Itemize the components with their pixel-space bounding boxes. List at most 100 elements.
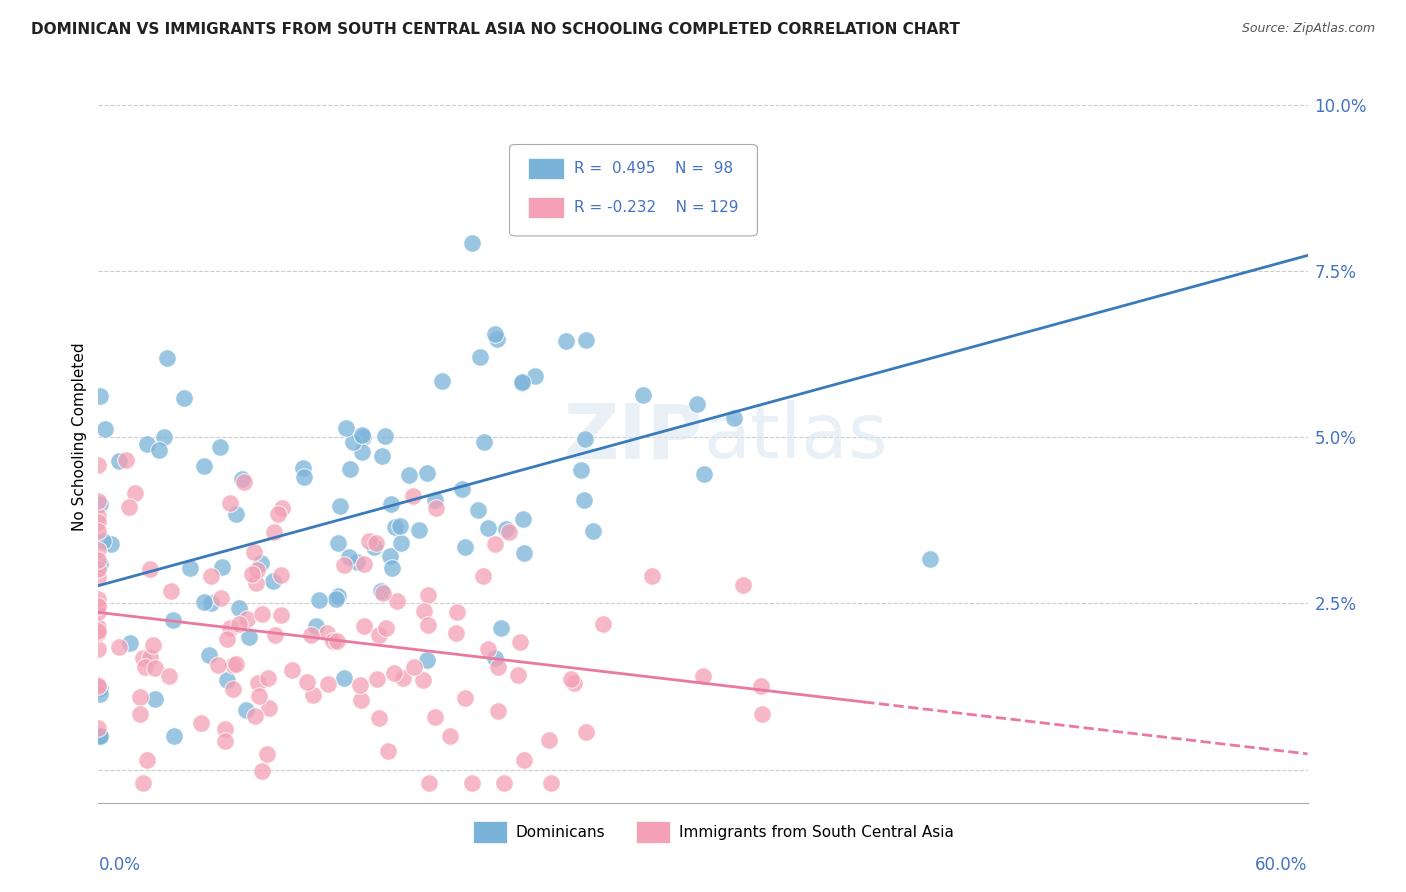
Point (474, 435, 496, 450)
Point (225, 508, 247, 522)
Point (214, 722, 236, 736)
Point (418, 776, 440, 790)
Point (389, 536, 412, 550)
Point (87, 509, 110, 524)
Point (302, 688, 325, 702)
Point (214, 734, 236, 748)
Point (404, 660, 426, 674)
Point (374, 429, 396, 443)
Point (392, 671, 415, 685)
Point (132, 650, 155, 665)
Point (190, 716, 212, 731)
Point (231, 472, 253, 486)
Point (134, 660, 156, 674)
Point (87, 605, 110, 619)
Point (575, 725, 598, 739)
Point (242, 545, 264, 559)
Point (252, 607, 274, 622)
Y-axis label: No Schooling Completed: No Schooling Completed (72, 343, 87, 532)
Point (510, 375, 533, 389)
Point (389, 518, 412, 533)
Point (89, 729, 111, 743)
Point (512, 376, 534, 390)
Point (238, 630, 260, 644)
Point (263, 525, 285, 540)
Point (508, 668, 530, 682)
Text: ZIP: ZIP (564, 401, 703, 474)
Point (128, 690, 150, 704)
Point (460, 235, 482, 250)
Point (385, 594, 408, 608)
Point (228, 617, 250, 632)
Point (235, 703, 257, 717)
Point (87, 524, 110, 539)
Point (416, 466, 439, 480)
Point (374, 622, 396, 636)
Point (207, 658, 229, 673)
Point (87, 642, 110, 657)
Point (326, 590, 349, 604)
Point (337, 550, 360, 565)
Point (89, 729, 111, 743)
Point (115, 453, 138, 467)
Point (412, 673, 434, 687)
Point (326, 634, 349, 648)
Point (572, 493, 595, 508)
Bar (527, 197, 564, 218)
Point (243, 709, 266, 723)
Point (357, 533, 380, 548)
Point (87, 620, 110, 634)
Point (159, 584, 181, 599)
Point (271, 500, 294, 515)
Point (242, 566, 264, 581)
Point (477, 641, 499, 656)
Point (270, 568, 292, 582)
Point (217, 673, 239, 687)
Point (281, 663, 304, 677)
Point (128, 706, 150, 721)
Point (350, 445, 373, 459)
Point (349, 678, 371, 692)
Point (162, 614, 184, 628)
Point (108, 640, 131, 654)
Point (100, 537, 122, 551)
Point (259, 700, 281, 714)
Point (197, 648, 219, 663)
Point (87, 599, 110, 614)
Point (425, 500, 447, 515)
Point (363, 540, 385, 554)
Point (592, 616, 614, 631)
Text: Dominicans: Dominicans (516, 824, 605, 839)
Point (193, 459, 215, 474)
Point (468, 351, 491, 365)
Point (142, 638, 165, 652)
Point (444, 626, 467, 640)
Text: R = -0.232    N = 129: R = -0.232 N = 129 (574, 200, 738, 215)
Point (512, 546, 534, 560)
Point (138, 562, 160, 576)
Point (322, 634, 344, 648)
Point (211, 560, 233, 574)
Text: Source: ZipAtlas.com: Source: ZipAtlas.com (1241, 22, 1375, 36)
Point (512, 511, 534, 525)
Point (371, 449, 394, 463)
Point (339, 461, 361, 475)
Point (91, 534, 114, 549)
Point (87, 599, 110, 614)
Point (136, 437, 159, 451)
Point (380, 497, 402, 511)
Point (524, 368, 547, 383)
Point (157, 669, 180, 683)
Point (692, 467, 714, 481)
Point (686, 397, 709, 411)
Point (89, 729, 111, 743)
Bar (527, 159, 564, 179)
Point (132, 776, 155, 790)
Point (200, 569, 222, 583)
Point (368, 628, 391, 642)
Point (87, 591, 110, 606)
Point (233, 475, 256, 489)
Point (316, 677, 339, 691)
Point (692, 669, 714, 683)
Point (450, 483, 472, 497)
